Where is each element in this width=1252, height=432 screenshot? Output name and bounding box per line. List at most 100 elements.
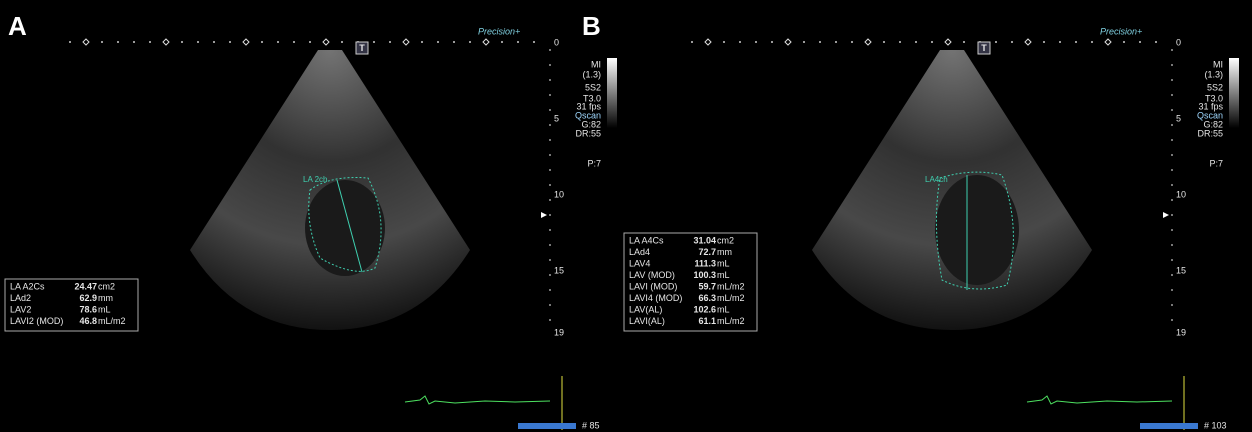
dot (995, 41, 997, 43)
setting: 5S2 (1207, 82, 1223, 92)
dot (213, 41, 215, 43)
dot (723, 41, 725, 43)
measure-unit: mL/m2 (98, 316, 126, 326)
dot (1155, 41, 1157, 43)
dot (69, 41, 71, 43)
measure-name: LAVI2 (MOD) (10, 316, 63, 326)
dot (771, 41, 773, 43)
setting: 5S2 (585, 82, 601, 92)
dot (1171, 124, 1173, 126)
dot (1011, 41, 1013, 43)
depth-label: 0 (554, 37, 559, 47)
dot (229, 41, 231, 43)
dot (549, 139, 551, 141)
setting: T3.0 (1205, 93, 1223, 103)
dot (549, 319, 551, 321)
marker: T (359, 43, 365, 53)
dot (1171, 109, 1173, 111)
logo: Precision+ (478, 26, 520, 36)
ecg-trace (404, 395, 551, 405)
dot (341, 41, 343, 43)
measure-value: 24.47 (74, 281, 97, 291)
depth-label: 5 (554, 113, 559, 123)
depth-label: 15 (1176, 265, 1186, 275)
dot (1171, 274, 1173, 276)
setting: MI (1213, 59, 1223, 69)
dot (309, 41, 311, 43)
measure-name: LAd2 (10, 293, 31, 303)
cine-bar (518, 423, 576, 429)
dot (549, 64, 551, 66)
measure-value: 72.7 (698, 247, 716, 257)
gray-bar (607, 58, 617, 128)
measure-unit: mL (98, 304, 111, 314)
depth-label: 10 (1176, 189, 1186, 199)
panel-label: B (582, 11, 601, 41)
measure-name: LA A4Cs (629, 235, 664, 245)
chamber (935, 175, 1019, 285)
depth-diamond (242, 38, 250, 46)
dot (835, 41, 837, 43)
dot (549, 304, 551, 306)
chamber-label: LA4ch (925, 175, 948, 184)
setting: T3.0 (583, 93, 601, 103)
dot (133, 41, 135, 43)
depth-diamond (1024, 38, 1032, 46)
dot (549, 154, 551, 156)
la-trace (935, 171, 1014, 290)
dot (1171, 64, 1173, 66)
depth-diamond (944, 38, 952, 46)
dot (1075, 41, 1077, 43)
measure-name: LA A2Cs (10, 281, 45, 291)
setting: Qscan (1197, 110, 1223, 120)
measure-value: 59.7 (698, 281, 716, 291)
dot (549, 289, 551, 291)
dot (691, 41, 693, 43)
dot (1171, 169, 1173, 171)
setting: G:82 (1203, 119, 1223, 129)
chamber-label: LA 2ch (303, 175, 327, 184)
dot (931, 41, 933, 43)
dot (1171, 94, 1173, 96)
depth-diamond (82, 38, 90, 46)
frame-number: # 85 (582, 420, 600, 430)
dot (549, 274, 551, 276)
dot (549, 169, 551, 171)
measure-value: 46.8 (79, 316, 97, 326)
dot (1171, 304, 1173, 306)
dot (1171, 229, 1173, 231)
measure-name: LAd4 (629, 247, 650, 257)
depth-diamond (482, 38, 490, 46)
frame-number: # 103 (1204, 420, 1227, 430)
depth-diamond (864, 38, 872, 46)
dot (899, 41, 901, 43)
depth-label: 19 (1176, 327, 1186, 337)
dot (1171, 259, 1173, 261)
depth-diamond (784, 38, 792, 46)
depth-label: 5 (1176, 113, 1181, 123)
chamber (305, 180, 385, 276)
measure-value: 61.1 (698, 316, 716, 326)
dot (1171, 79, 1173, 81)
dot (963, 41, 965, 43)
dot (1059, 41, 1061, 43)
gray-bar (1229, 58, 1239, 128)
measure-unit: mL (717, 258, 730, 268)
ecg-trace (1026, 395, 1173, 405)
dot (1123, 41, 1125, 43)
measure-unit: cm2 (98, 281, 115, 291)
dot (549, 124, 551, 126)
depth-label: 15 (554, 265, 564, 275)
depth-label: 0 (1176, 37, 1181, 47)
la-axis (336, 179, 363, 273)
dot (469, 41, 471, 43)
dot (181, 41, 183, 43)
measure-value: 66.3 (698, 293, 716, 303)
measurement-box (4, 278, 139, 332)
dot (883, 41, 885, 43)
dot (517, 41, 519, 43)
